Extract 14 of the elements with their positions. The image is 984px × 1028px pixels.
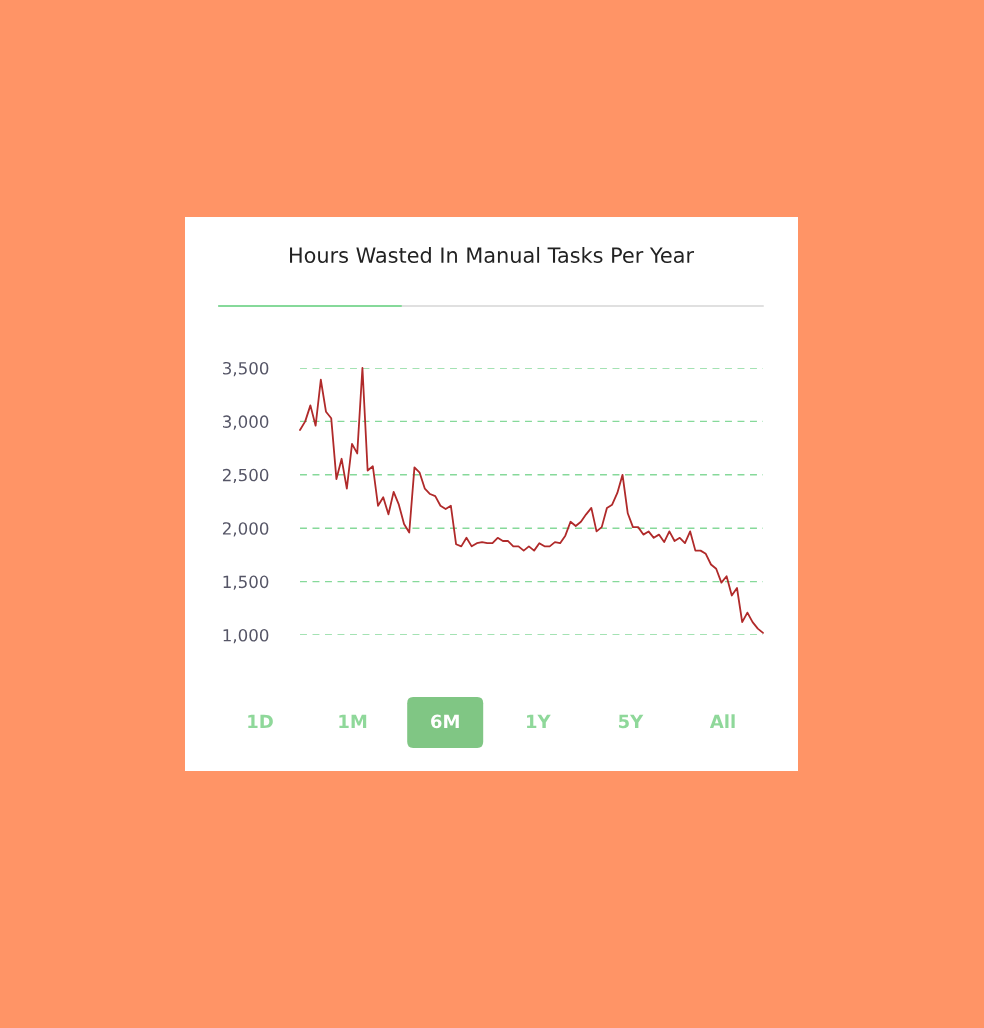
text: All: [709, 714, 735, 728]
text: 1Y: [527, 714, 551, 728]
y-tick-label: 2,000: [222, 522, 269, 537]
chart-title: Hours Wasted In Manual Tasks Per Year: [290, 246, 695, 264]
y-tick-label: 3,000: [223, 415, 269, 430]
y-tick-label: 3,500: [223, 361, 269, 377]
line-series: [299, 367, 764, 634]
text: 6M: [431, 714, 459, 729]
text: 1D: [248, 714, 273, 728]
text: 5Y: [618, 714, 644, 729]
y-tick-label: 1,500: [223, 575, 269, 590]
y-tick-label: 2,500: [222, 468, 269, 484]
text: 1M: [339, 714, 367, 728]
y-tick-label: 1,000: [223, 628, 269, 644]
